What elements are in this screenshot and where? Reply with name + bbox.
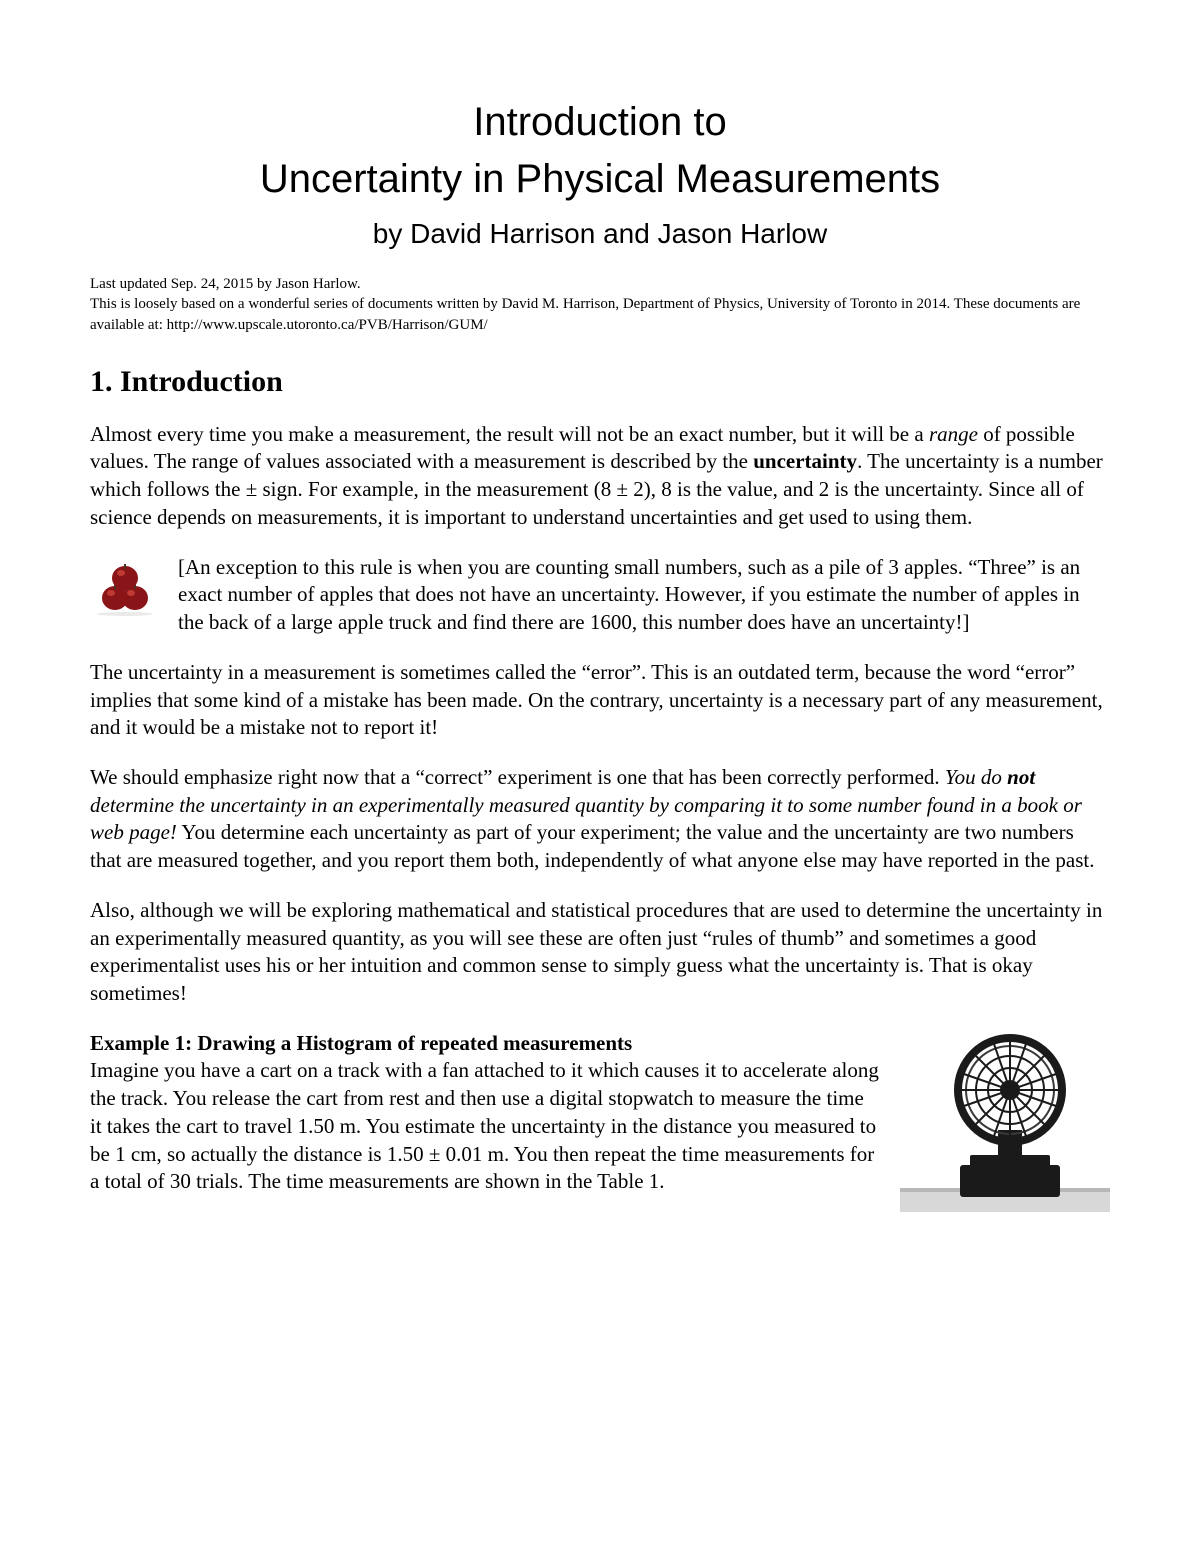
- intro-para-1: Almost every time you make a measurement…: [90, 421, 1110, 532]
- title-block: Introduction to Uncertainty in Physical …: [90, 100, 1110, 250]
- apples-image: [90, 554, 160, 616]
- meta-block: Last updated Sep. 24, 2015 by Jason Harl…: [90, 274, 1110, 335]
- p3-not: not: [1007, 765, 1035, 789]
- fan-icon: [900, 1030, 1110, 1220]
- p1-a: Almost every time you make a measurement…: [90, 422, 929, 446]
- section-1-heading: 1. Introduction: [90, 365, 1110, 399]
- byline: by David Harrison and Jason Harlow: [90, 218, 1110, 250]
- apples-inset: [An exception to this rule is when you a…: [90, 554, 1110, 637]
- title-line-2: Uncertainty in Physical Measurements: [90, 157, 1110, 202]
- title-line-1: Introduction to: [90, 100, 1110, 145]
- p3-it1: You do: [945, 765, 1007, 789]
- p1-range: range: [929, 422, 978, 446]
- example-1-heading: Example 1: Drawing a Histogram of repeat…: [90, 1030, 880, 1058]
- fan-image: [900, 1030, 1110, 1220]
- intro-para-2: The uncertainty in a measurement is some…: [90, 659, 1110, 742]
- apples-icon: [93, 560, 157, 616]
- meta-source: This is loosely based on a wonderful ser…: [90, 296, 1080, 332]
- p1-uncertainty: uncertainty: [753, 449, 857, 473]
- meta-updated: Last updated Sep. 24, 2015 by Jason Harl…: [90, 276, 361, 292]
- p3-a: We should emphasize right now that a “co…: [90, 765, 945, 789]
- p3-b: You determine each uncertainty as part o…: [90, 820, 1094, 872]
- intro-para-3: We should emphasize right now that a “co…: [90, 764, 1110, 875]
- example-1-block: Example 1: Drawing a Histogram of repeat…: [90, 1030, 1110, 1220]
- example-1-body: Imagine you have a cart on a track with …: [90, 1057, 880, 1196]
- intro-para-4: Also, although we will be exploring math…: [90, 897, 1110, 1008]
- apples-inset-text: [An exception to this rule is when you a…: [178, 554, 1110, 637]
